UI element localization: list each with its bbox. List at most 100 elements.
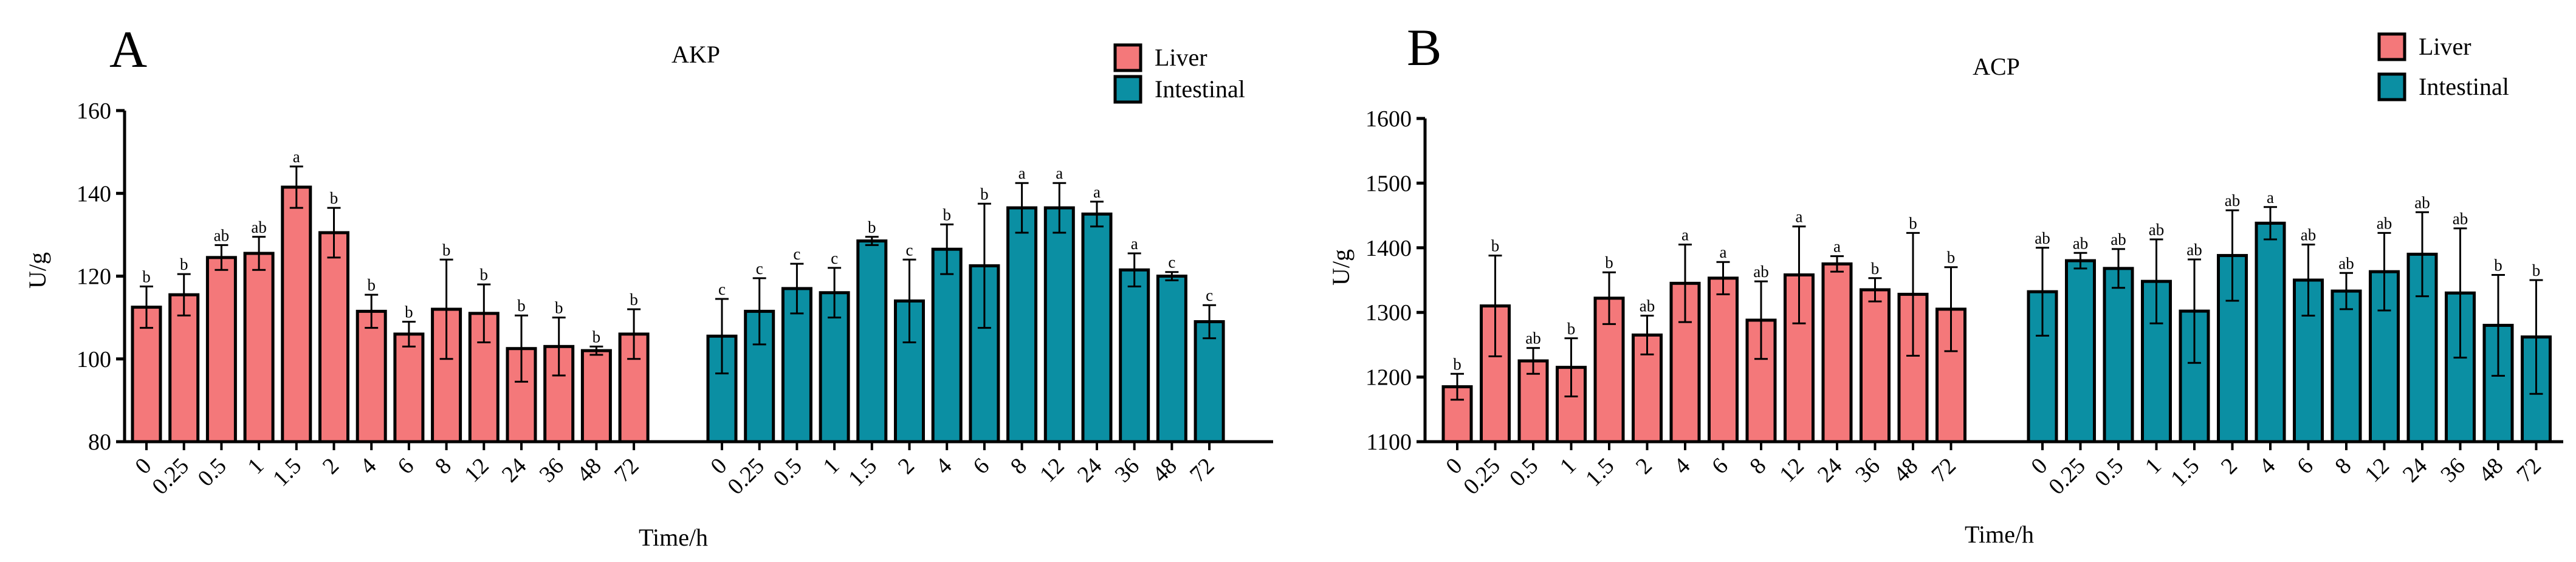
chart-title: ACP bbox=[1973, 53, 2020, 80]
y-tick-label: 1100 bbox=[1366, 430, 1412, 455]
x-tick-label: 72 bbox=[1926, 453, 1961, 488]
x-tick-label: 24 bbox=[497, 453, 532, 488]
x-tick-label: 1.5 bbox=[2166, 453, 2204, 492]
significance-letter: b bbox=[1491, 237, 1500, 255]
x-tick-label: 24 bbox=[1073, 453, 1107, 488]
x-tick-label: 1 bbox=[818, 453, 844, 479]
legend: Liver Intestinal bbox=[1113, 43, 1245, 104]
x-tick-label: 6 bbox=[1707, 453, 1733, 479]
x-tick-label: 4 bbox=[1669, 453, 1695, 479]
panel-label: B bbox=[1407, 18, 1441, 77]
x-tick-label: 0.5 bbox=[2090, 453, 2128, 492]
x-tick-label: 1.5 bbox=[843, 453, 882, 492]
x-tick-label: 0.25 bbox=[147, 453, 194, 500]
bar-intestinal bbox=[856, 239, 888, 444]
x-tick-label: 8 bbox=[1745, 453, 1771, 479]
legend-swatch-intestinal bbox=[2377, 72, 2406, 101]
legend-label-liver: Liver bbox=[2419, 33, 2471, 60]
bar-intestinal bbox=[2065, 259, 2096, 444]
bar-intestinal bbox=[1194, 320, 1225, 444]
x-tick-label: 2 bbox=[893, 453, 919, 479]
bar-intestinal bbox=[1006, 206, 1038, 444]
significance-letter: a bbox=[1131, 235, 1138, 253]
significance-letter: a bbox=[1796, 208, 1803, 226]
x-tick-label: 6 bbox=[968, 453, 994, 479]
y-tick-label: 80 bbox=[88, 430, 111, 455]
y-tick-label: 1600 bbox=[1365, 106, 1412, 132]
x-tick-label: 8 bbox=[1006, 453, 1032, 479]
x-tick-label: 8 bbox=[2330, 453, 2356, 479]
x-tick-label: 24 bbox=[2398, 453, 2433, 488]
bar-liver bbox=[1821, 262, 1853, 444]
bar-intestinal bbox=[2330, 289, 2362, 444]
significance-letter: ab bbox=[2301, 225, 2316, 244]
significance-letter: ab bbox=[2225, 191, 2240, 210]
x-tick-label: 12 bbox=[1774, 453, 1809, 488]
x-tick-label: 48 bbox=[1889, 453, 1923, 488]
bar-intestinal bbox=[2255, 221, 2286, 444]
x-axis-label: Time/h bbox=[1965, 521, 2034, 548]
x-tick-label: 36 bbox=[534, 453, 569, 488]
bar-liver bbox=[1480, 304, 1511, 444]
bar-intestinal bbox=[1156, 275, 1187, 444]
significance-letter: b bbox=[517, 296, 526, 315]
bar-liver bbox=[205, 256, 237, 444]
significance-letter: c bbox=[906, 241, 913, 259]
bar-intestinal bbox=[2103, 267, 2134, 444]
significance-letter: b bbox=[2532, 261, 2541, 279]
x-tick-label: 36 bbox=[2436, 453, 2470, 488]
x-tick-label: 4 bbox=[930, 453, 957, 479]
panel-label: A bbox=[109, 20, 147, 78]
x-tick-label: 72 bbox=[1185, 453, 1220, 488]
significance-letter: ab bbox=[2149, 221, 2164, 239]
y-axis-label: U/g bbox=[1327, 249, 1355, 286]
bar-liver bbox=[355, 309, 387, 444]
legend-label-intestinal: Intestinal bbox=[1155, 75, 1245, 103]
significance-letter: ab bbox=[2186, 241, 2202, 259]
significance-letter: ab bbox=[214, 226, 229, 244]
legend: Liver Intestinal bbox=[2377, 32, 2509, 101]
x-axis-label: Time/h bbox=[639, 524, 708, 551]
x-tick-label: 4 bbox=[2254, 453, 2280, 479]
significance-letter: a bbox=[1018, 164, 1026, 182]
y-tick-label: 1400 bbox=[1365, 236, 1412, 261]
x-tick-label: 36 bbox=[1850, 453, 1885, 488]
x-tick-label: 0.5 bbox=[193, 453, 231, 492]
bar-intestinal bbox=[1043, 206, 1075, 444]
significance-letter: b bbox=[943, 205, 951, 224]
significance-letter: b bbox=[480, 266, 489, 284]
significance-letter: a bbox=[2267, 188, 2274, 207]
x-tick-label: 6 bbox=[2292, 453, 2318, 479]
panel-a-akp: A AKP U/g Time/h Liver Intestinal 801001… bbox=[24, 20, 1273, 551]
x-tick-label: 6 bbox=[393, 453, 419, 479]
significance-letter: b bbox=[367, 276, 376, 294]
x-tick-label: 2 bbox=[1631, 453, 1657, 479]
x-tick-label: 0.5 bbox=[1505, 453, 1543, 492]
x-tick-label: 8 bbox=[430, 453, 456, 479]
bar-liver bbox=[168, 293, 200, 444]
significance-letter: ab bbox=[2453, 210, 2468, 228]
significance-letter: a bbox=[1833, 238, 1841, 256]
x-tick-label: 36 bbox=[1110, 453, 1144, 488]
x-tick-label: 0.5 bbox=[768, 453, 806, 492]
bar-liver bbox=[1745, 318, 1777, 444]
x-tick-label: 0 bbox=[706, 453, 732, 479]
x-tick-label: 0 bbox=[1441, 453, 1467, 479]
significance-letter: ab bbox=[2338, 254, 2354, 272]
y-tick-label: 1500 bbox=[1365, 171, 1412, 196]
significance-letter: b bbox=[592, 327, 601, 346]
x-tick-label: 4 bbox=[355, 453, 381, 479]
x-tick-label: 0 bbox=[130, 453, 156, 479]
significance-letter: b bbox=[330, 189, 338, 207]
legend-swatch-intestinal bbox=[1113, 75, 1142, 104]
bar-intestinal bbox=[1081, 212, 1113, 444]
x-tick-label: 12 bbox=[1035, 453, 1070, 488]
bar-liver bbox=[281, 185, 312, 444]
y-axis-label: U/g bbox=[24, 252, 51, 289]
significance-letter: c bbox=[1206, 286, 1213, 304]
bar-liver bbox=[1860, 288, 1891, 444]
y-tick-label: 100 bbox=[77, 347, 111, 372]
significance-letter: c bbox=[793, 245, 800, 263]
significance-letter: b bbox=[1567, 320, 1576, 338]
